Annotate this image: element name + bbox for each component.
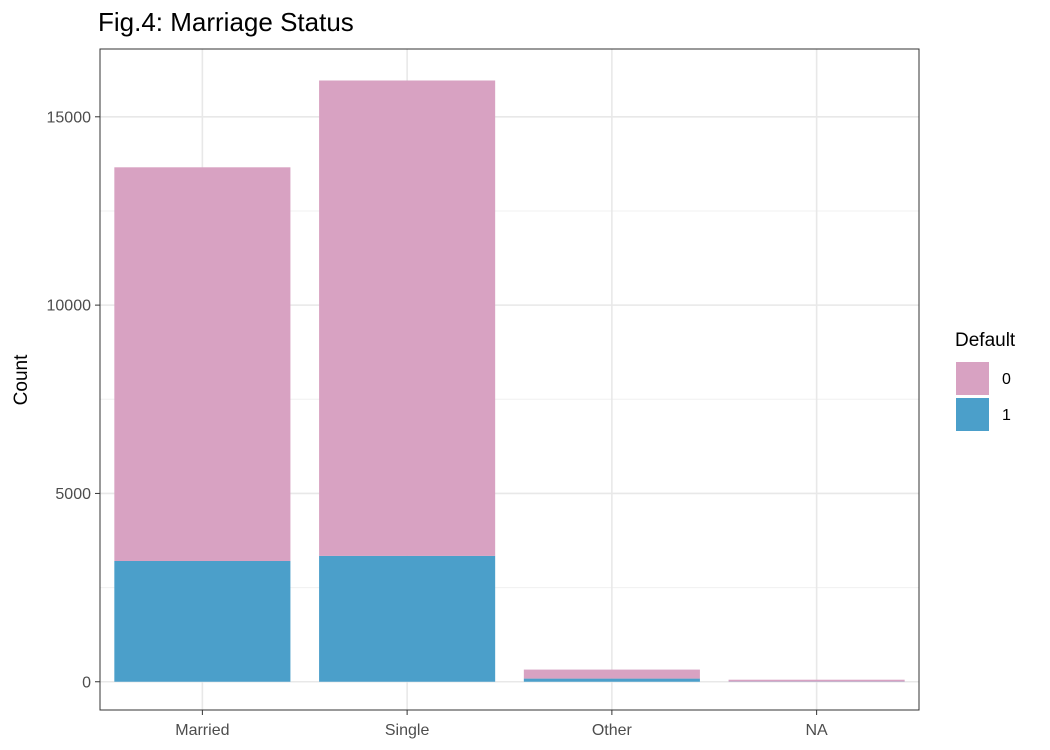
bar-na-default-0: [728, 679, 905, 682]
x-tick-label: Other: [592, 722, 633, 739]
y-axis-label: Count: [11, 354, 32, 405]
bar-other-default-0: [523, 669, 700, 679]
axes: 0 5000 10000 15000 Married Single Other NA: [47, 109, 829, 739]
y-tick-label: 0: [82, 674, 91, 691]
bar-single-default-1: [319, 555, 496, 682]
x-tick-label: NA: [806, 722, 829, 739]
legend-key-1: [956, 398, 989, 431]
bars: [114, 80, 905, 682]
y-tick-label: 10000: [47, 298, 92, 315]
bar-married-default-1: [114, 561, 291, 682]
y-tick-label: 15000: [47, 109, 92, 126]
bar-single-default-0: [319, 80, 496, 556]
legend-label-1: 1: [1002, 407, 1011, 424]
plot-panel-border: [99, 48, 920, 711]
chart-title: Fig.4: Marriage Status: [98, 7, 354, 37]
legend-title: Default: [955, 330, 1016, 351]
y-tick-label: 5000: [55, 486, 91, 503]
legend: Default 0 1: [955, 330, 1016, 431]
x-tick-label: Single: [385, 722, 430, 739]
legend-label-0: 0: [1002, 371, 1011, 388]
legend-key-0: [956, 362, 989, 395]
bar-married-default-0: [114, 167, 291, 562]
bar-other-default-1: [523, 678, 700, 682]
x-tick-label: Married: [175, 722, 229, 739]
